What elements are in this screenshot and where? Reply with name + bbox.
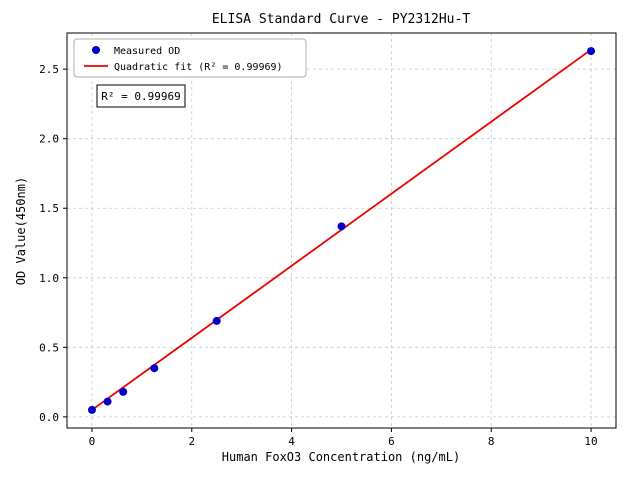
legend-label-measured-od: Measured OD: [114, 46, 180, 57]
x-tick-label: 2: [188, 435, 195, 448]
data-point: [337, 222, 346, 231]
y-tick-label: 1.5: [39, 202, 59, 215]
y-axis-label: OD Value(450nm): [14, 177, 28, 285]
data-point: [587, 47, 596, 56]
y-tick-label: 0.0: [39, 411, 59, 424]
legend-box: [73, 38, 307, 78]
y-tick-label: 0.5: [39, 341, 59, 354]
data-point: [212, 316, 221, 325]
x-tick-label: 4: [288, 435, 295, 448]
x-tick-label: 0: [89, 435, 96, 448]
r-squared-text: R² = 0.99969: [101, 90, 180, 103]
plot-frame: [66, 32, 617, 429]
y-tick-label: 2.0: [39, 133, 59, 146]
chart-title: ELISA Standard Curve - PY2312Hu-T: [212, 12, 470, 27]
x-tick-label: 6: [388, 435, 395, 448]
y-tick-label: 2.5: [39, 63, 59, 76]
data-point: [150, 364, 159, 373]
legend-label-quadratic-fit: Quadratic fit (R² = 0.99969): [114, 62, 283, 73]
data-point: [103, 397, 112, 406]
r-squared-box: [96, 84, 186, 108]
legend-marker-measured-od: [92, 46, 100, 54]
data-point: [119, 387, 128, 396]
x-tick-label: 10: [584, 435, 597, 448]
y-tick-label: 1.0: [39, 272, 59, 285]
x-axis-label: Human FoxO3 Concentration (ng/mL): [222, 450, 460, 464]
x-tick-label: 8: [488, 435, 495, 448]
data-point: [87, 405, 96, 414]
